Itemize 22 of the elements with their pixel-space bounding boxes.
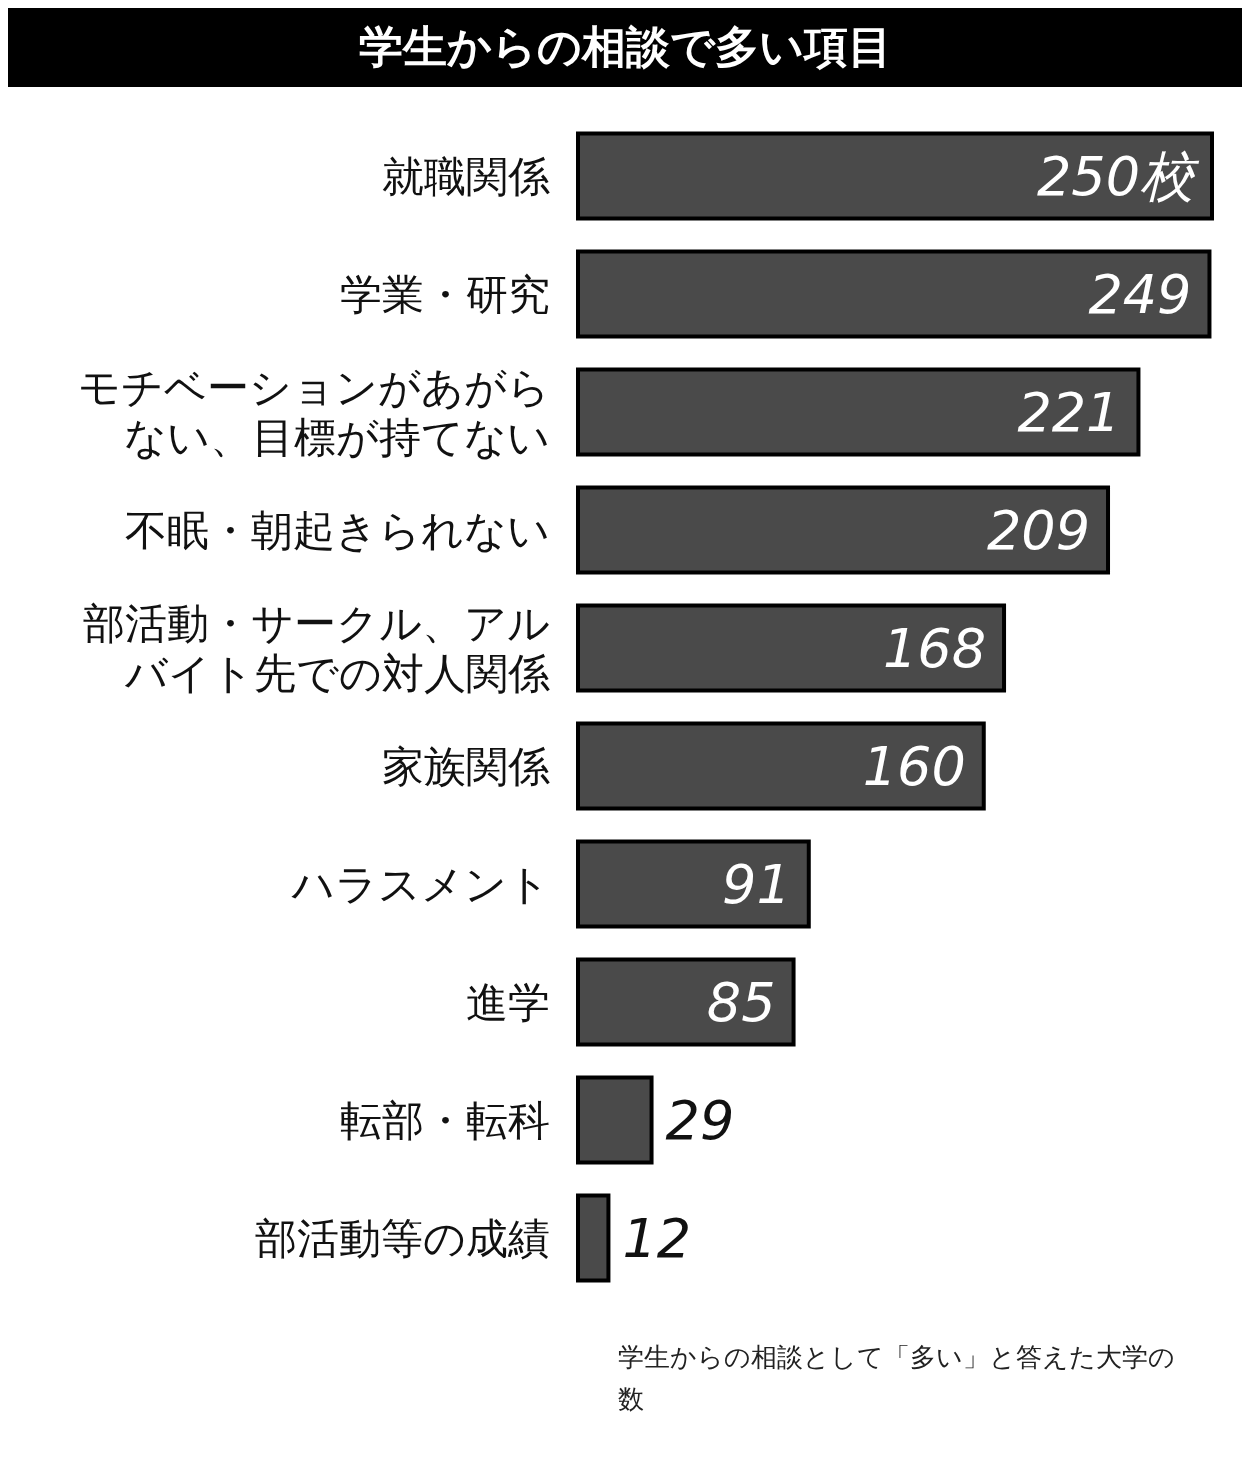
y-tick-label: モチベーションがあがらない、目標が持てない (78, 362, 550, 462)
y-tick-label: 就職関係 (382, 151, 550, 201)
y-tick-label: 部活動等の成績 (255, 1213, 550, 1263)
data-label: 12 (622, 1206, 692, 1270)
data-label: 249 (1088, 262, 1192, 326)
data-label: 221 (1017, 380, 1121, 444)
chart-title: 学生からの相談で多い項目 (8, 8, 1242, 87)
data-label: 160 (862, 734, 966, 798)
text: 学生からの相談として「多い」と答えた大学の数 (618, 1341, 1176, 1416)
y-tick-label: 不眠・朝起きられない (125, 505, 550, 555)
data-label: 29 (665, 1088, 735, 1152)
data-label: 168 (882, 616, 987, 680)
y-tick-label: 部活動・サークル、アルバイト先での対人関係 (83, 598, 550, 698)
y-tick-label: 転部・転科 (340, 1095, 550, 1145)
data-label: 85 (706, 970, 776, 1034)
y-tick-label: 進学 (466, 977, 550, 1027)
y-tick-label: 家族関係 (382, 741, 550, 791)
data-label: 209 (986, 498, 1091, 562)
data-label: 91 (722, 852, 791, 916)
y-tick-label: 学業・研究 (340, 269, 550, 319)
data-label: 250校 (1036, 144, 1200, 208)
y-tick-label: ハラスメント (291, 859, 550, 909)
